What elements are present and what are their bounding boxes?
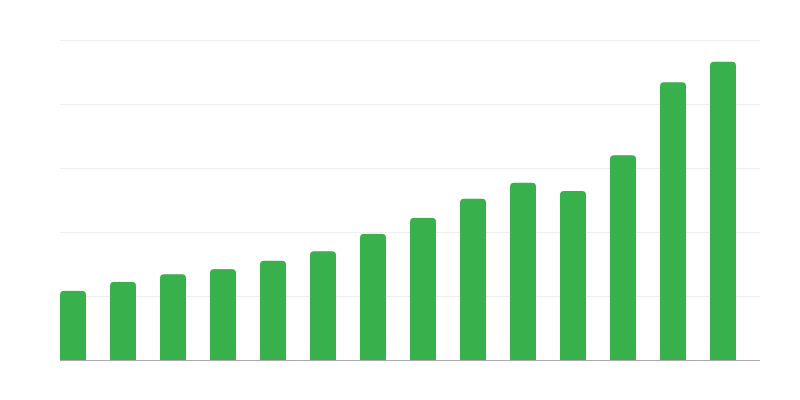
bar-12 xyxy=(610,155,636,360)
bar-9 xyxy=(460,198,486,360)
bar-1 xyxy=(60,290,86,360)
bar-13 xyxy=(660,82,686,361)
bar-14 xyxy=(710,61,736,360)
bar-4 xyxy=(210,269,236,360)
bar-2 xyxy=(110,281,136,360)
bar-8 xyxy=(410,217,436,360)
bar-6 xyxy=(310,251,336,360)
bar-11 xyxy=(560,191,586,360)
bar-7 xyxy=(360,233,386,360)
bars xyxy=(60,61,736,361)
gridlines xyxy=(60,40,760,297)
bar-3 xyxy=(160,274,186,360)
bar-10 xyxy=(510,182,536,360)
bar-5 xyxy=(260,260,286,360)
